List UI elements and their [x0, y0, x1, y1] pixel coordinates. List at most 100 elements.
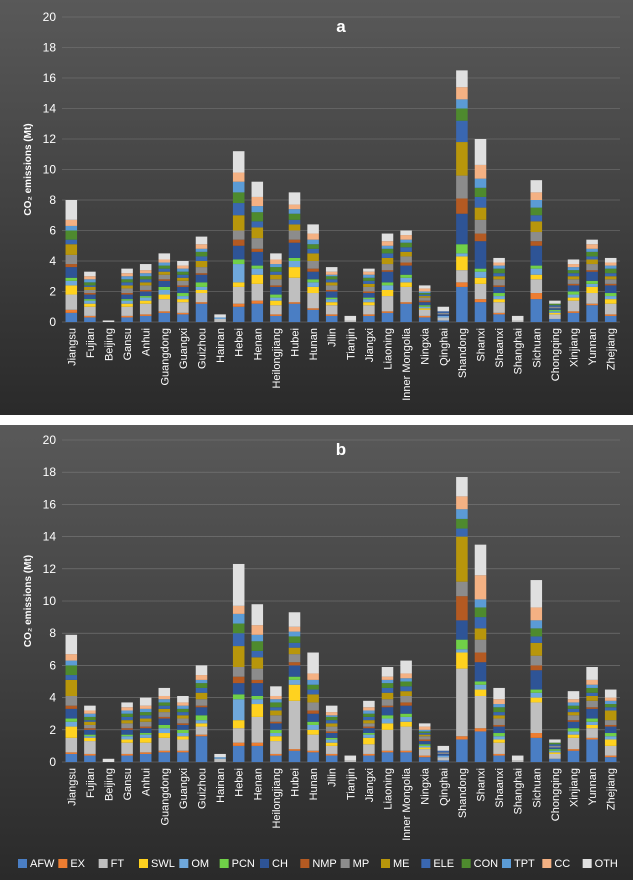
bar-segment-ex — [567, 311, 580, 313]
bar-segment-tpt — [65, 660, 78, 666]
bar-segment-ch — [139, 728, 152, 734]
legend-label: MP — [353, 858, 370, 870]
bar-segment-om — [139, 734, 152, 738]
y-tick-label: 16 — [43, 71, 57, 85]
bar-segment-me — [195, 692, 208, 700]
bar-segment-tpt — [251, 206, 264, 213]
y-tick-label: 4 — [49, 254, 56, 268]
bar-segment-oth — [567, 691, 580, 700]
bar-segment-om — [493, 296, 505, 300]
bar-segment-ch — [474, 241, 487, 269]
y-tick-label: 18 — [43, 465, 57, 479]
bar-segment-ele — [84, 720, 96, 722]
bar-segment-om — [65, 280, 78, 286]
bar-segment-swl — [270, 736, 282, 742]
bar-segment-cc — [586, 244, 598, 249]
chart-title: b — [336, 440, 346, 459]
bar-segment-me — [567, 276, 580, 280]
bar-segment-nmp — [530, 241, 543, 246]
bar-segment-pcn — [65, 718, 78, 722]
legend-swatch-om — [179, 859, 189, 868]
x-tick-label: Jilin — [327, 328, 339, 347]
bar-segment-ele — [307, 248, 319, 254]
bar-segment-mp — [604, 720, 617, 725]
bar-segment-ch — [400, 705, 412, 714]
bar-segment-nmp — [251, 248, 264, 252]
bar-segment-mp — [474, 639, 487, 653]
bar-segment-tpt — [567, 267, 580, 271]
bar-segment-ele — [139, 279, 152, 283]
bar-segment-con — [232, 623, 245, 634]
x-tick-label: Xinjiang — [569, 768, 581, 807]
bar-segment-ft — [158, 299, 171, 312]
bar-segment-mp — [567, 715, 580, 721]
bar-segment-swl — [586, 286, 598, 294]
bar-segment-ele — [474, 617, 487, 629]
x-tick-label: Shanxi — [476, 768, 488, 802]
chart-b-svg: 0 2 4 6 8 10 12 14 16 18 20 CO₂ emissions (Mt) b Jian… — [0, 425, 633, 880]
x-tick-label: Sichuan — [531, 328, 543, 368]
x-tick-label: Hainan — [215, 328, 227, 363]
bar-segment-mp — [84, 724, 96, 729]
bar-segment-oth — [586, 239, 598, 245]
bar-segment-ft — [214, 318, 226, 322]
bar-segment-ft — [288, 277, 301, 303]
bar-segment-pcn — [493, 293, 505, 297]
bar-segment-tpt — [456, 509, 468, 519]
bar-segment-ch — [139, 291, 152, 297]
bar-segment-ele — [418, 294, 431, 297]
chart-background — [0, 425, 633, 880]
bar-segment-ex — [288, 302, 301, 304]
bar-segment-pcn — [307, 279, 319, 283]
bar-segment-ex — [288, 749, 301, 751]
bar-segment-ex — [65, 752, 78, 754]
legend-label: TPT — [514, 858, 535, 870]
bar-segment-ele — [363, 716, 375, 721]
chart-panel-a: 0 2 4 6 8 10 12 14 16 18 20 CO₂ emissions (Mt) a Jian… — [0, 0, 633, 415]
bar-segment-me — [604, 276, 617, 280]
bar-segment-pcn — [158, 286, 171, 290]
bar-segment-ele — [158, 705, 171, 709]
bar-segment-ft — [363, 305, 375, 315]
bar-segment-me — [418, 296, 431, 298]
x-tick-label: Tianjin — [345, 768, 357, 800]
bar-segment-mp — [418, 297, 431, 301]
bar-segment-afw — [251, 745, 264, 762]
y-tick-label: 4 — [49, 691, 56, 705]
bar-segment-afw — [251, 303, 264, 322]
bar-segment-swl — [307, 729, 319, 735]
bar-segment-me — [65, 679, 78, 696]
bar-segment-oth — [474, 544, 487, 576]
x-tick-label: Ningxia — [420, 767, 432, 805]
y-tick-label: 8 — [49, 193, 56, 207]
bar-segment-nmp — [418, 739, 431, 742]
bar-segment-tpt — [121, 276, 133, 280]
x-tick-label: Inner Mongolia — [401, 327, 413, 401]
bar-segment-oth — [586, 667, 598, 680]
y-tick-label: 6 — [49, 658, 56, 672]
bar-segment-con — [307, 244, 319, 249]
bar-segment-mp — [604, 279, 617, 284]
bar-segment-mp — [474, 219, 487, 234]
bar-segment-ft — [139, 303, 152, 315]
bar-segment-oth — [307, 224, 319, 234]
bar-segment-swl — [158, 733, 171, 738]
bar-segment-me — [270, 274, 282, 280]
bar-segment-con — [381, 683, 394, 688]
bar-segment-pcn — [251, 695, 264, 700]
bar-segment-ft — [65, 294, 78, 310]
x-tick-label: Shandong — [457, 768, 469, 818]
bar-segment-oth — [288, 192, 301, 205]
bar-segment-pcn — [177, 729, 189, 734]
bar-segment-swl — [195, 723, 208, 727]
bar-segment-ele — [232, 633, 245, 647]
bar-segment-ch — [251, 251, 264, 266]
bar-segment-ch — [586, 271, 598, 281]
x-tick-label: Guangxi — [178, 768, 190, 809]
bar-segment-ex — [604, 314, 617, 316]
bar-segment-ele — [65, 675, 78, 680]
bar-segment-nmp — [493, 724, 505, 727]
bar-segment-ch — [418, 302, 431, 306]
bar-segment-cc — [474, 575, 487, 600]
bar-segment-con — [121, 713, 133, 717]
